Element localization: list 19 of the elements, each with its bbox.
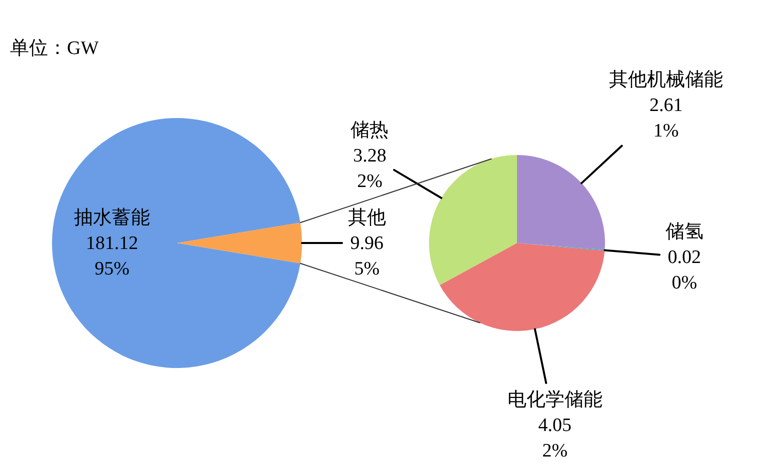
data-label: 181.12 95% [86, 233, 138, 280]
slice-label: 储热 [350, 120, 389, 141]
slice-label: 电化学储能 [507, 390, 602, 411]
pie-slice [517, 243, 605, 251]
slice-label: 抽水蓄能 [74, 208, 150, 228]
pie-slice [440, 243, 605, 331]
chart-title: 单位：GW [10, 38, 99, 59]
data-label: 3.28 2% [353, 145, 386, 192]
data-label: 2.61 1% [649, 94, 683, 142]
slice-label: 其他机械储能 [609, 69, 724, 90]
slice-label: 储氢 [665, 221, 704, 242]
slice-label: 其他 [348, 208, 386, 228]
pie-slice [517, 155, 605, 250]
data-label: 9.96 5% [350, 233, 384, 280]
pie-slice [177, 222, 302, 264]
data-label: 4.05 2% [538, 415, 572, 462]
pie-slice [52, 118, 300, 368]
pie-slice [429, 155, 517, 286]
data-label: 0.02 0% [668, 246, 702, 294]
